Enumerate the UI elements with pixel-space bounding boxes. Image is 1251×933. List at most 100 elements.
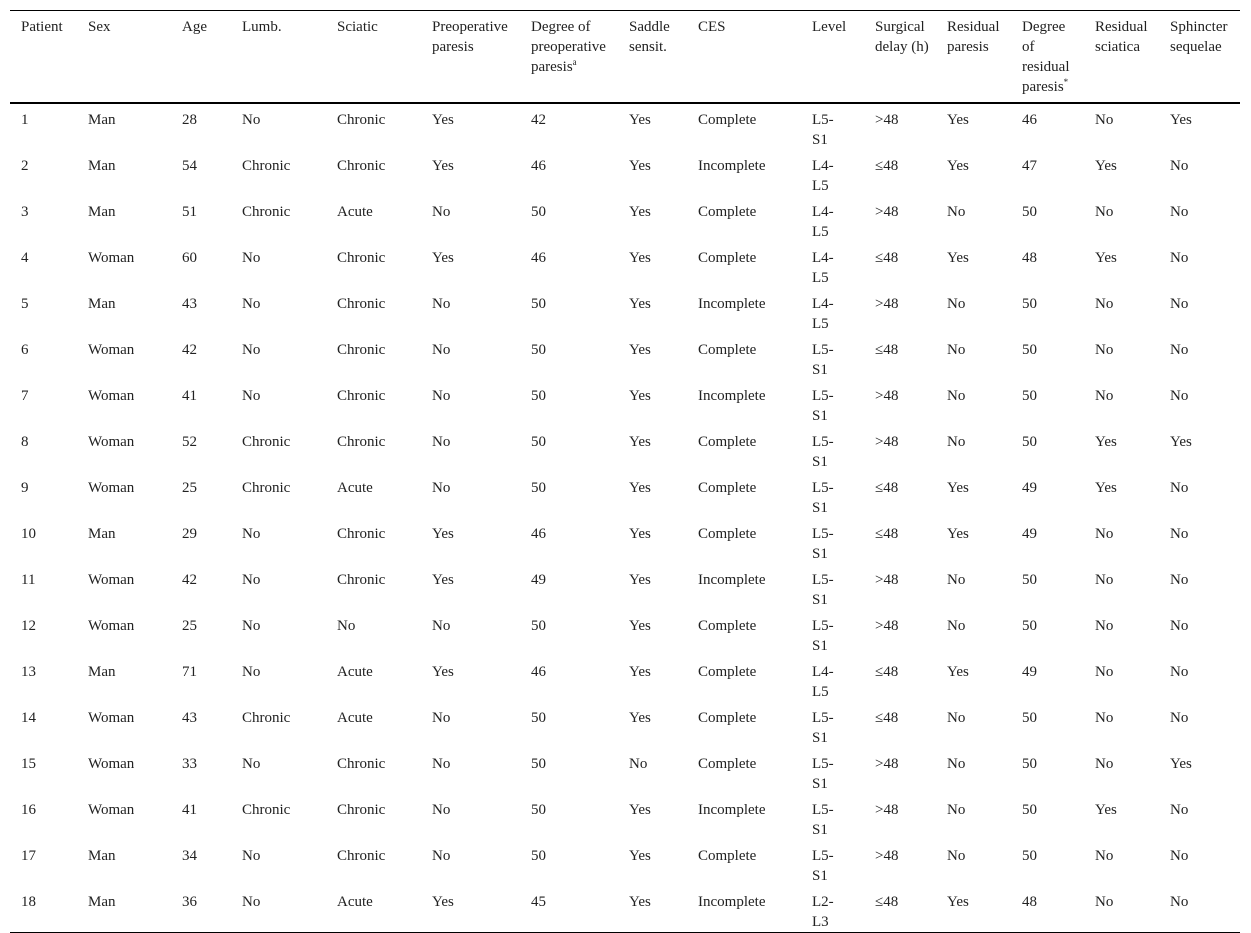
table-cell: Chronic [242,710,291,726]
table-cell: Incomplete [698,158,766,174]
table-cell: No [242,250,261,266]
table-cell: Complete [698,342,757,358]
table-cell: No [1170,250,1189,266]
table-cell: L5-S1 [812,618,834,654]
table-cell: Chronic [337,802,386,818]
table-cell: Yes [947,250,969,266]
table-cell: 50 [1022,618,1037,634]
table-cell: 3 [21,204,29,220]
table-cell: No [1170,848,1189,864]
table-row: 4 Woman 60 No Chronic Yes 46 Yes Complete L4-L5 ≤4… [10,242,1240,288]
table-cell: 46 [531,526,546,542]
table-cell: ≤48 [875,894,899,910]
header-text: Degree of residual paresis [1022,19,1070,95]
table-cell: 16 [21,802,36,818]
header-cell: Degree of preoperative paresisa [520,11,618,104]
table-cell: 2 [21,158,29,174]
table-cell: 50 [531,204,546,220]
table-cell: Chronic [337,572,386,588]
table-cell: Chronic [337,296,386,312]
table-cell: Woman [88,434,135,450]
table-cell: 43 [182,296,197,312]
table-cell: Yes [629,158,651,174]
table-cell: No [1170,572,1189,588]
table-cell: Chronic [242,480,291,496]
table-cell: Incomplete [698,894,766,910]
table-cell: 50 [531,802,546,818]
table-cell: 7 [21,388,29,404]
table-cell: No [432,802,451,818]
table-cell: No [947,756,966,772]
table-cell: 51 [182,204,197,220]
table-cell: L5-S1 [812,526,834,562]
table-cell: 50 [1022,342,1037,358]
table-cell: Acute [337,894,373,910]
table-cell: 50 [531,434,546,450]
header-cell: Sphincter sequelae [1159,11,1240,104]
table-cell: Yes [629,894,651,910]
table-row: 11 Woman 42 No Chronic Yes 49 Yes Incomplete L5-S… [10,564,1240,610]
table-cell: No [1170,388,1189,404]
table-cell: 50 [1022,434,1037,450]
table-cell: 50 [1022,710,1037,726]
table-cell: 46 [1022,112,1037,128]
table-cell: 4 [21,250,29,266]
table-cell: No [947,434,966,450]
table-cell: 17 [21,848,36,864]
table-cell: Yes [629,848,651,864]
table-cell: No [1095,112,1114,128]
table-cell: L5-S1 [812,480,834,516]
table-cell: Yes [1170,434,1192,450]
table-cell: L4-L5 [812,158,834,194]
table-row: 13 Man 71 No Acute Yes 46 Yes Complete L4-L5 ≤48 Ye… [10,656,1240,702]
table-cell: No [947,204,966,220]
table-row: 17 Man 34 No Chronic No 50 Yes Complete L5-S1 >48 N… [10,840,1240,886]
table-cell: No [947,848,966,864]
table-cell: Man [88,204,116,220]
table-cell: No [242,756,261,772]
table-cell: No [629,756,648,772]
table-cell: 49 [531,572,546,588]
table-cell: No [432,756,451,772]
table-cell: No [1095,848,1114,864]
table-cell: No [1095,710,1114,726]
table-cell: Man [88,158,116,174]
table-cell: No [1170,894,1189,910]
table-row: 16 Woman 41 Chronic Chronic No 50 Yes Incomplete… [10,794,1240,840]
table-cell: No [1170,710,1189,726]
table-cell: Chronic [242,158,291,174]
table-cell: 6 [21,342,29,358]
table-row: 1 Man 28 No Chronic Yes 42 Yes Complete L5-S1 >48 Y… [10,103,1240,150]
header-cell: Level [801,11,864,104]
table-cell: Man [88,526,116,542]
table-cell: >48 [875,204,899,220]
header-cell: Residual paresis [936,11,1011,104]
table-row: 18 Man 36 No Acute Yes 45 Yes Incomplete L2-L3 ≤48… [10,886,1240,932]
table-cell: Chronic [337,112,386,128]
table-cell: 48 [1022,894,1037,910]
table-cell: Chronic [337,250,386,266]
table-cell: Yes [629,664,651,680]
table-cell: No [242,894,261,910]
table-cell: 54 [182,158,197,174]
table-cell: Chronic [337,526,386,542]
table-cell: >48 [875,434,899,450]
table-cell: 50 [1022,802,1037,818]
table-cell: Yes [432,894,454,910]
table-cell: No [1170,204,1189,220]
table-cell: ≤48 [875,250,899,266]
table-cell: 49 [1022,526,1037,542]
table-cell: 71 [182,664,197,680]
table-cell: No [1095,756,1114,772]
table-cell: ≤48 [875,526,899,542]
table-cell: Chronic [242,802,291,818]
table-cell: No [242,618,261,634]
table-cell: ≤48 [875,158,899,174]
table-cell: 49 [1022,480,1037,496]
table-cell: No [1095,894,1114,910]
table-cell: Man [88,112,116,128]
table-cell: Chronic [337,848,386,864]
table-cell: L5-S1 [812,112,834,148]
table-cell: L4-L5 [812,296,834,332]
table-cell: 13 [21,664,36,680]
